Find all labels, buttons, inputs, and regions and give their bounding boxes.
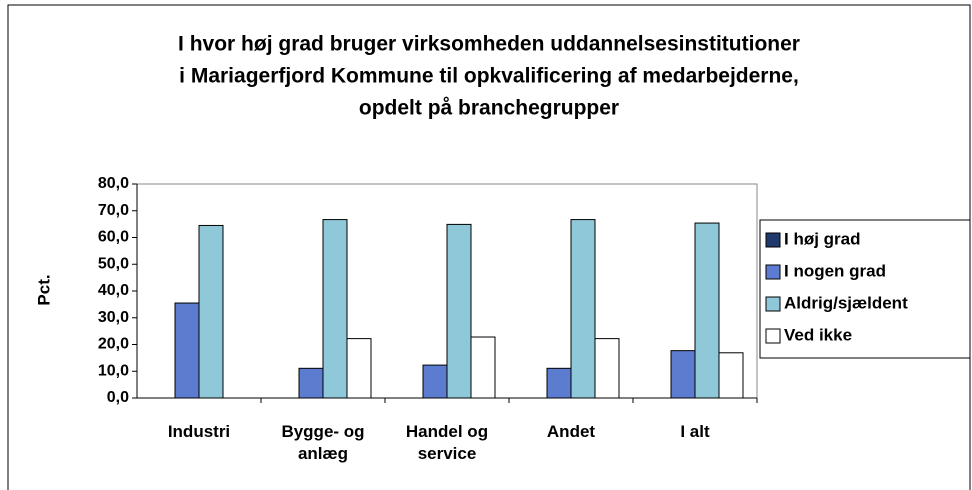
legend-label: Ved ikke bbox=[784, 325, 852, 344]
y-tick-label: 0,0 bbox=[107, 389, 129, 406]
y-tick-label: 60,0 bbox=[98, 229, 129, 246]
legend-label: I nogen grad bbox=[784, 261, 886, 280]
bar bbox=[470, 336, 496, 399]
x-tick-label: Industri bbox=[167, 422, 231, 441]
bar bbox=[594, 338, 620, 399]
bar bbox=[694, 222, 720, 399]
legend-label: Aldrig/sjældent bbox=[784, 293, 908, 312]
y-tick-label: 80,0 bbox=[98, 175, 129, 192]
chart-title: i Mariagerfjord Kommune til opkvalificer… bbox=[179, 65, 799, 88]
bar bbox=[546, 367, 572, 399]
y-axis-label: Pct. bbox=[34, 274, 53, 305]
bar bbox=[422, 364, 448, 399]
bar bbox=[346, 338, 372, 399]
legend-swatch bbox=[765, 264, 781, 280]
y-tick-label: 30,0 bbox=[98, 309, 129, 326]
bar bbox=[198, 224, 224, 399]
chart-title: opdelt på branchegrupper bbox=[359, 97, 619, 120]
x-tick-label: Handel og service bbox=[405, 422, 489, 463]
x-tick-label: Bygge- og anlæg bbox=[281, 422, 365, 463]
bar bbox=[322, 219, 348, 399]
bar bbox=[670, 350, 696, 399]
legend-box bbox=[759, 219, 971, 359]
bar bbox=[570, 219, 596, 399]
bar bbox=[446, 223, 472, 399]
chart-title: I hvor høj grad bruger virksomheden udda… bbox=[178, 33, 800, 56]
legend-label: I høj grad bbox=[784, 229, 861, 248]
legend-swatch bbox=[765, 328, 781, 344]
bar bbox=[298, 367, 324, 399]
bar bbox=[718, 352, 744, 399]
bar bbox=[174, 302, 200, 399]
y-tick-label: 40,0 bbox=[98, 282, 129, 299]
legend-swatch bbox=[765, 296, 781, 312]
x-tick-label: I alt bbox=[680, 422, 710, 441]
y-tick-label: 50,0 bbox=[98, 255, 129, 272]
legend-swatch bbox=[765, 232, 781, 248]
y-tick-label: 10,0 bbox=[98, 362, 129, 379]
x-tick-label: Andet bbox=[546, 422, 596, 441]
y-tick-label: 70,0 bbox=[98, 202, 129, 219]
y-tick-label: 20,0 bbox=[98, 336, 129, 353]
